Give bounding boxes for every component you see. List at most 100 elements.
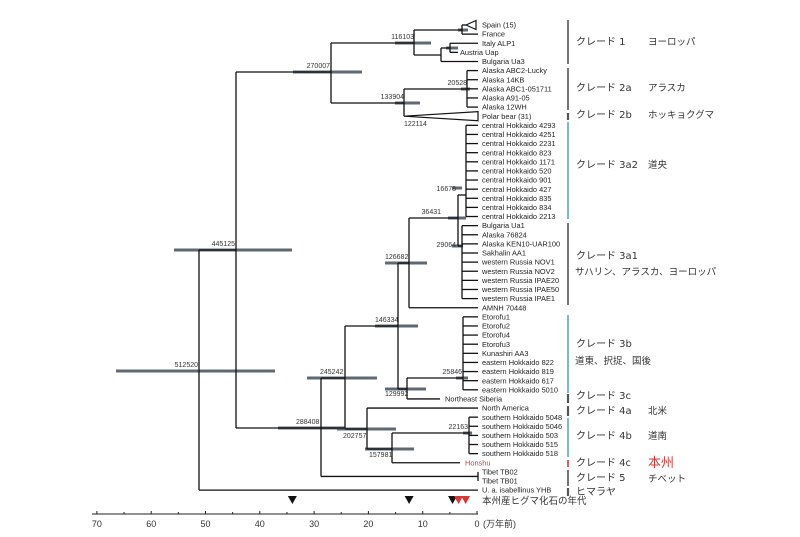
leaf-label: central Hokkaido 4293 <box>482 121 556 130</box>
node-age-label: 512520 <box>175 362 198 369</box>
leaf-label: central Hokkaido 901 <box>482 176 551 185</box>
node-age-label: 133904 <box>381 94 404 101</box>
clade-name: クレード 3a2 <box>576 159 638 171</box>
axis-tick-label: 50 <box>200 519 210 529</box>
leaf-label: southern Hokkaido 515 <box>482 440 558 449</box>
leaf-label: Alaska ABC2-Lucky <box>482 66 547 75</box>
leaf-label: western Russia IPAE20 <box>481 276 559 285</box>
leaf-label: Austria Uap <box>460 48 499 57</box>
node-age-label: 146334 <box>375 317 398 324</box>
clade-name: クレード 4b <box>576 430 632 442</box>
node-age-label: 202757 <box>343 433 366 440</box>
leaf-label: central Hokkaido 4251 <box>482 130 556 139</box>
leaf-label: Alaska 12WH <box>482 103 527 112</box>
axis-tick-label: 40 <box>255 519 265 529</box>
leaf-label: southern Hokkaido 503 <box>482 431 558 440</box>
clade-name: クレード 4a <box>576 405 632 417</box>
leaf-label: Etorofu1 <box>482 312 510 321</box>
leaf-label: eastern Hokkaido 819 <box>482 367 554 376</box>
leaf-label: central Hokkaido 520 <box>482 167 551 176</box>
fossil-marker-icon <box>454 496 464 504</box>
axis-tick-label: 0 <box>474 519 479 529</box>
node-labels: 512520 445125 270007 116103 133904 122114 2052… <box>175 34 468 459</box>
leaf-label: Alaska ABC1-051711 <box>482 84 552 93</box>
clade-region: 本州 <box>648 456 674 471</box>
leaf-label: Etorofu4 <box>482 331 510 340</box>
leaf-label: Alaska A91-05 <box>482 94 530 103</box>
leaf-label: southern Hokkaido 5046 <box>482 422 562 431</box>
leaf-label: Honshu <box>465 458 490 467</box>
leaf-label: eastern Hokkaido 5010 <box>482 385 558 394</box>
leaf-label: North America <box>482 404 530 413</box>
leaf-label: central Hokkaido 427 <box>482 185 551 194</box>
node-age-label: 22163 <box>449 424 469 431</box>
axis-tick-label: 10 <box>418 519 428 529</box>
axis-tick-label: 70 <box>92 519 102 529</box>
clade-name: クレード 2b <box>576 109 632 121</box>
node-age-label: 288408 <box>296 419 319 426</box>
leaf-label: France <box>482 30 505 39</box>
clade-name: クレード 2a <box>576 82 632 94</box>
clade-region: アラスカ <box>648 83 686 94</box>
node-age-label: 25846 <box>443 369 463 376</box>
leaf-label: Tibet TB01 <box>482 477 518 486</box>
clade-region: ホッキョクグマ <box>648 109 714 121</box>
node-age-label: 126682 <box>385 254 408 261</box>
clade-region: サハリン、アラスカ、ヨーロッパ <box>575 267 717 278</box>
clade-name: クレード 3c <box>576 390 631 402</box>
clade-region: ヨーロッパ <box>648 37 696 48</box>
clade-name: クレード 4c <box>576 457 631 469</box>
leaf-label: Bulgaria Ua1 <box>482 221 525 230</box>
node-age-label: 122114 <box>404 121 427 128</box>
axis-tick-label: 60 <box>146 519 156 529</box>
error-bars <box>116 28 472 451</box>
leaf-label: Alaska 76824 <box>482 230 527 239</box>
fossil-marker-icon <box>404 496 414 504</box>
clade-name: クレード 3b <box>576 338 632 350</box>
node-age-label: 270007 <box>307 63 330 70</box>
leaf-label: central Hokkaido 1171 <box>482 157 555 166</box>
leaf-label: western Russia NOV2 <box>481 267 555 276</box>
branches <box>198 19 479 491</box>
clade-region: 道央 <box>648 159 668 171</box>
leaf-label: central Hokkaido 2231 <box>482 139 556 148</box>
node-age-label: 129992 <box>385 391 408 398</box>
leaf-label: Etorofu3 <box>482 340 510 349</box>
clade-name: クレード 5 <box>576 472 626 484</box>
clade-name: クレード 1 <box>576 36 626 48</box>
leaf-label: southern Hokkaido 518 <box>482 449 558 458</box>
clade-name: ヒマラヤ <box>576 486 616 498</box>
clade-region: 道南 <box>648 430 667 442</box>
fossil-legend: 本州産ヒグマ化石の年代 <box>482 495 587 507</box>
node-age-label: 36431 <box>422 209 442 216</box>
leaf-label: southern Hokkaido 5048 <box>482 413 562 422</box>
leaf-label: eastern Hokkaido 822 <box>482 358 554 367</box>
clade-region: 道東、択捉、国後 <box>575 355 652 367</box>
leaf-label: Tibet TB02 <box>482 467 518 476</box>
leaf-label: Etorofu2 <box>482 322 510 331</box>
collapsed-clade-triangle <box>464 19 477 31</box>
clade-region: 北米 <box>648 405 668 417</box>
node-age-label: 16678 <box>437 186 457 193</box>
leaf-label: Polar bear (31) <box>482 112 531 121</box>
leaf-label: Italy ALP1 <box>482 39 515 48</box>
node-age-label: 245242 <box>320 369 343 376</box>
leaf-label: central Hokkaido 2213 <box>482 212 556 221</box>
leaf-label: Spain (15) <box>482 21 516 30</box>
fossil-marker-icon <box>287 496 297 504</box>
leaf-label: eastern Hokkaido 617 <box>482 376 554 385</box>
fossil-marker-icon <box>448 496 458 504</box>
collapsed-clade-triangle <box>403 111 479 122</box>
leaf-label: Sakhalin AA1 <box>482 249 526 258</box>
leaf-label: western Russia IPAE1 <box>481 294 555 303</box>
leaf-label: central Hokkaido 835 <box>482 194 551 203</box>
leaf-label: central Hokkaido 823 <box>482 148 551 157</box>
leaf-label: Kunashiri AA3 <box>482 349 528 358</box>
axis-tick-label: 30 <box>309 519 319 529</box>
node-age-label: 445125 <box>212 241 235 248</box>
leaf-label: central Hokkaido 834 <box>482 203 551 212</box>
leaf-label: Alaska 14KB <box>482 75 524 84</box>
